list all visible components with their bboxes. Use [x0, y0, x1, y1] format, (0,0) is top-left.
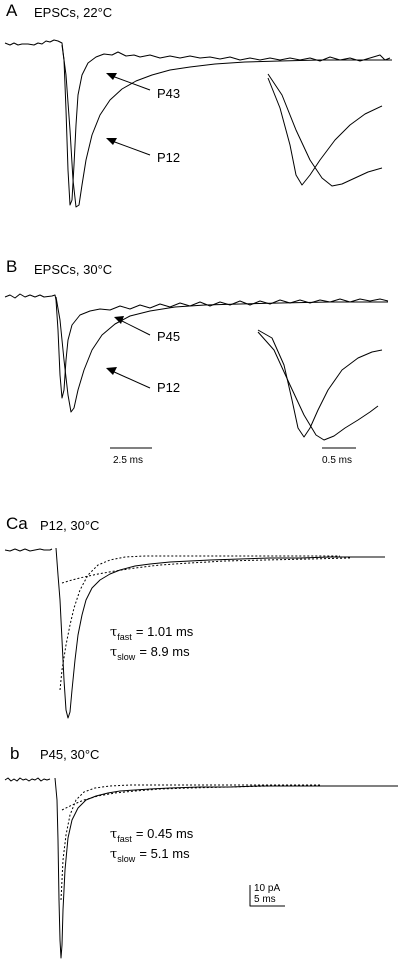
panel-letter-a: A	[6, 1, 18, 20]
arrow-b-p45	[114, 316, 151, 336]
tau-fast-subscript: fast	[117, 632, 132, 642]
tau-slow-ca: τslow = 8.9 ms	[110, 644, 190, 662]
trace-ca-slow-fit	[61, 557, 351, 584]
tau-symbol: τ	[110, 827, 118, 842]
panel-letter-cb: b	[10, 744, 20, 763]
trace-cb-data	[54, 777, 398, 959]
tau-slow-subscript: slow	[117, 652, 136, 662]
inset-b-p45	[257, 329, 383, 438]
scale-label-b-main: 2.5 ms	[113, 455, 144, 466]
tau-fast-cb: τfast = 0.45 ms	[110, 826, 194, 844]
trace-b-p12	[55, 296, 388, 413]
label-a-p43: P43	[157, 86, 181, 101]
panel-title-b: EPSCs, 30°C	[34, 262, 113, 277]
trace-cb-fast-fit	[60, 784, 320, 901]
inset-b-p12	[257, 331, 379, 441]
trace-ca-data	[55, 547, 385, 719]
inset-a-p43	[267, 77, 383, 186]
scale-bar-c	[249, 885, 285, 907]
tau-fast-value: = 0.45 ms	[135, 826, 194, 841]
tau-symbol: τ	[110, 645, 118, 660]
panel-title-a: EPSCs, 22°C	[34, 5, 113, 20]
label-b-p45: P45	[157, 329, 181, 344]
tau-fast-value: = 1.01 ms	[135, 624, 194, 639]
scale-label-time: 5 ms	[254, 894, 276, 905]
tau-fast-subscript: fast	[117, 834, 132, 844]
tau-fast-ca: τfast = 1.01 ms	[110, 624, 194, 642]
inset-a-p12	[267, 73, 383, 187]
tau-slow-value: = 5.1 ms	[139, 846, 190, 861]
trace-a-p12	[61, 44, 392, 208]
tau-symbol: τ	[110, 847, 118, 862]
scale-label-current: 10 pA	[254, 883, 281, 894]
trace-a-p43	[4, 39, 391, 206]
tau-symbol: τ	[110, 625, 118, 640]
tau-slow-cb: τslow = 5.1 ms	[110, 846, 190, 864]
scale-label-b-inset: 0.5 ms	[322, 455, 353, 466]
trace-ca-fast-fit	[59, 555, 340, 691]
tau-slow-subscript: slow	[117, 854, 136, 864]
arrow-a-p12	[106, 138, 151, 156]
trace-cb-baseline	[4, 777, 51, 782]
trace-ca-baseline	[4, 548, 53, 552]
arrow-a-p43	[106, 73, 151, 91]
arrow-b-p12	[106, 367, 151, 389]
panel-title-ca: P12, 30°C	[40, 518, 100, 533]
panel-title-cb: P45, 30°C	[40, 747, 100, 762]
label-a-p12: P12	[157, 150, 181, 165]
trace-cb-slow-fit	[61, 785, 310, 811]
panel-letter-ca: Ca	[6, 514, 28, 533]
panel-letter-b: B	[6, 257, 18, 276]
label-b-p12: P12	[157, 380, 181, 395]
tau-slow-value: = 8.9 ms	[139, 644, 190, 659]
